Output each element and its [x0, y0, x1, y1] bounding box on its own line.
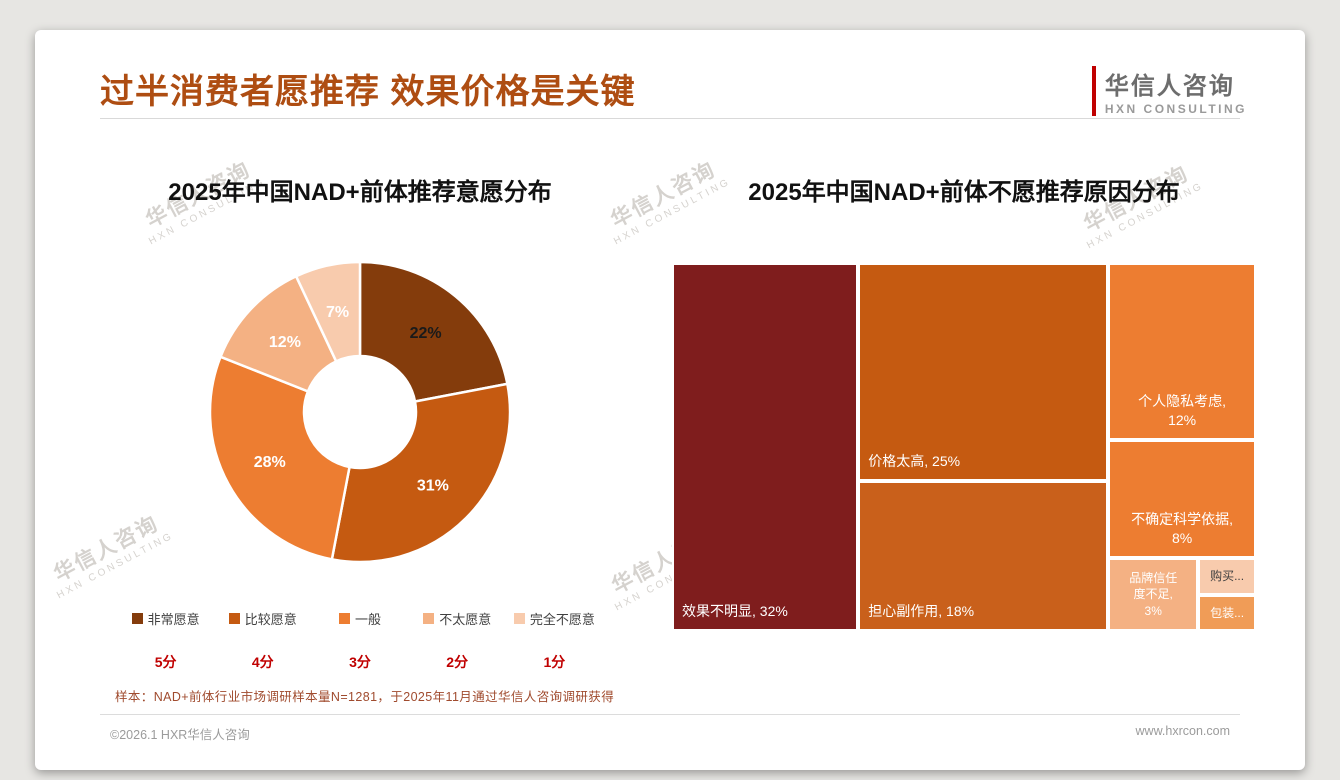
treemap-node-label: 效果不明显, 32% [682, 603, 788, 620]
score-label: 4分 [251, 654, 274, 670]
legend-item: 不太愿意 [409, 609, 506, 628]
score-label: 3分 [349, 654, 371, 670]
title-divider [100, 118, 1240, 119]
legend-label: 非常愿意 [147, 612, 200, 627]
donut-chart-section: 2025年中国NAD+前体推荐意愿分布 22% 31% 28% 12% 7% 非常愿意 比… [95, 172, 625, 672]
legend-swatch [338, 613, 350, 624]
donut-slice-label: 31% [417, 477, 449, 494]
donut-slice [358, 260, 509, 403]
treemap-node-label: 个人隐私考虑, 12% [1138, 393, 1227, 429]
score-label: 5分 [154, 654, 177, 670]
donut-slice [208, 355, 351, 561]
treemap-node-label: 品牌信任 度不足, 3% [1129, 571, 1178, 618]
donut-slice-label: 22% [410, 325, 442, 342]
donut-chart: 22% 31% 28% 12% 7% [208, 260, 512, 564]
treemap-node: 购买... [1198, 558, 1256, 595]
slide-footer: ©2026.1 HXR华信人咨询 www.hxrcon.com [110, 724, 1230, 743]
donut-legend: 非常愿意 比较愿意 一般 不太愿意 完全不愿意 [117, 609, 603, 628]
legend-item: 一般 [311, 609, 408, 628]
donut-chart-title: 2025年中国NAD+前体推荐意愿分布 [168, 179, 552, 206]
website-text: www.hxrcon.com [1135, 724, 1230, 738]
treemap-chart: 效果不明显, 32% 价格太高, 25% 担心副作用, 18% 个人隐私考虑, 12%… [672, 263, 1256, 631]
legend-swatch [131, 613, 143, 624]
legend-item: 非常愿意 [117, 609, 214, 628]
score-row: 5分 4分 3分 2分 1分 [117, 652, 603, 672]
donut-slice [218, 274, 338, 394]
treemap-node: 担心副作用, 18% [858, 480, 1109, 631]
donut-slice-label: 7% [326, 304, 349, 321]
copyright-text: ©2026.1 HXR华信人咨询 [110, 728, 250, 742]
legend-label: 完全不愿意 [529, 612, 595, 627]
treemap-node-label: 不确定科学依据, 8% [1131, 511, 1234, 547]
treemap-node-label: 担心副作用, 18% [868, 603, 975, 620]
treemap-node: 包装... [1198, 594, 1256, 631]
legend-swatch [423, 613, 435, 624]
treemap-node-label: 价格太高, 25% [868, 452, 961, 469]
score-label: 2分 [446, 654, 469, 670]
legend-label: 比较愿意 [244, 612, 297, 627]
legend-swatch [513, 613, 525, 624]
treemap-title: 2025年中国NAD+前体不愿推荐原因分布 [748, 179, 1180, 206]
footnote: 样本：NAD+前体行业市场调研样本量N=1281，于2025年11月通过华信人咨… [115, 690, 615, 704]
treemap-section: 2025年中国NAD+前体不愿推荐原因分布 效果不明显, 32% 价格太高, 25… [672, 172, 1256, 631]
donut-slice-label: 28% [254, 454, 286, 471]
treemap-node: 品牌信任 度不足, 3% [1108, 558, 1199, 631]
slide-header: 过半消费者愿推荐 效果价格是关键 华信人咨询 HXN CONSULTING [100, 64, 1247, 116]
treemap-node-label: 包装... [1210, 605, 1245, 620]
legend-item: 完全不愿意 [506, 609, 603, 628]
donut-slice-label: 12% [269, 334, 301, 351]
treemap-node: 不确定科学依据, 8% [1108, 440, 1256, 559]
treemap-node: 效果不明显, 32% [672, 263, 859, 631]
donut-slice [330, 382, 512, 564]
treemap-node-label: 购买... [1210, 569, 1245, 584]
legend-label: 一般 [354, 612, 381, 627]
treemap-node: 价格太高, 25% [858, 263, 1109, 481]
donut-slice [294, 260, 362, 363]
legend-item: 比较愿意 [214, 609, 311, 628]
slide: 过半消费者愿推荐 效果价格是关键 华信人咨询 HXN CONSULTING 20… [35, 30, 1305, 770]
logo-name-en: HXN CONSULTING [1104, 102, 1247, 116]
legend-swatch [228, 613, 240, 624]
legend-label: 不太愿意 [439, 612, 492, 627]
footer-divider [100, 714, 1240, 715]
logo-name-cn: 华信人咨询 [1104, 73, 1235, 100]
page-title: 过半消费者愿推荐 效果价格是关键 [100, 73, 636, 111]
score-label: 1分 [543, 654, 566, 670]
company-logo: 华信人咨询 HXN CONSULTING [1091, 66, 1247, 116]
treemap-node: 个人隐私考虑, 12% [1108, 263, 1256, 440]
